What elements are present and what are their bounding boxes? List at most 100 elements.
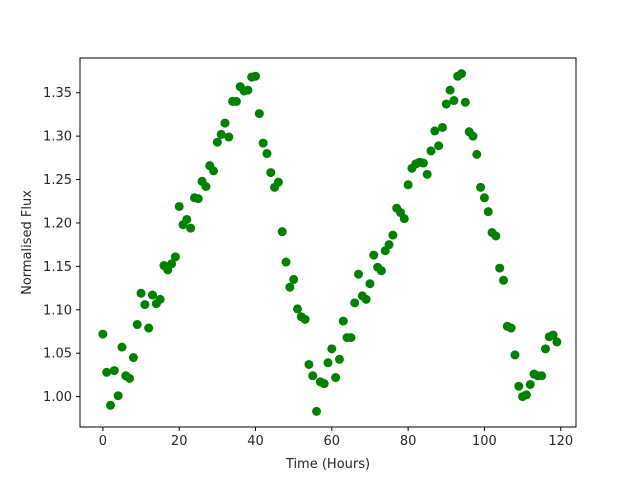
data-point xyxy=(285,282,295,292)
data-point xyxy=(552,337,562,347)
data-point xyxy=(98,329,108,339)
data-point xyxy=(308,371,318,381)
data-point xyxy=(132,320,142,330)
data-point xyxy=(147,290,157,300)
data-point xyxy=(170,252,180,262)
data-point xyxy=(399,214,409,224)
data-point xyxy=(430,126,440,136)
data-point xyxy=(182,214,192,224)
y-tick-label: 1.35 xyxy=(43,86,72,101)
y-axis-label: Normalised Flux xyxy=(20,190,35,295)
data-point xyxy=(331,373,341,383)
data-point xyxy=(186,223,196,233)
data-point xyxy=(144,323,154,333)
data-point xyxy=(220,118,230,128)
data-point xyxy=(334,354,344,364)
data-point xyxy=(304,359,314,369)
data-point xyxy=(457,69,467,79)
data-point xyxy=(346,333,356,343)
data-point xyxy=(472,149,482,159)
data-point xyxy=(521,390,531,400)
y-axis: 1.00 1.05 1.10 1.15 1.20 1.25 1.30 1.35 xyxy=(43,86,80,405)
data-point xyxy=(426,146,436,156)
data-point xyxy=(537,371,547,381)
data-point xyxy=(140,300,150,310)
data-point xyxy=(525,379,535,389)
y-tick-label: 1.30 xyxy=(43,130,72,145)
data-point xyxy=(251,71,261,81)
y-tick-label: 1.00 xyxy=(43,390,72,405)
data-point xyxy=(441,99,451,109)
data-point xyxy=(277,227,287,237)
x-tick-label: 80 xyxy=(400,434,417,449)
data-point xyxy=(224,132,234,142)
data-point xyxy=(155,294,165,304)
data-point xyxy=(445,85,455,95)
y-tick-label: 1.10 xyxy=(43,303,72,318)
data-point xyxy=(258,138,268,148)
data-point xyxy=(422,169,432,179)
data-point xyxy=(117,342,127,352)
data-point xyxy=(201,181,211,191)
data-point xyxy=(449,96,459,106)
y-tick-label: 1.25 xyxy=(43,173,72,188)
data-point xyxy=(365,279,375,289)
data-point xyxy=(514,381,524,391)
data-point xyxy=(212,137,222,147)
data-point xyxy=(499,275,509,285)
data-point xyxy=(403,180,413,190)
data-point xyxy=(327,344,337,354)
x-axis-label: Time (Hours) xyxy=(285,457,370,472)
data-point xyxy=(289,274,299,284)
x-tick-label: 40 xyxy=(247,434,264,449)
x-tick-label: 100 xyxy=(472,434,497,449)
data-point xyxy=(300,314,310,324)
x-tick-label: 0 xyxy=(99,434,107,449)
data-point xyxy=(292,304,302,314)
y-tick-label: 1.05 xyxy=(43,347,72,362)
data-point xyxy=(266,168,276,178)
x-axis: 0 20 40 60 80 100 120 xyxy=(99,427,573,449)
data-point xyxy=(193,194,203,204)
data-point xyxy=(460,97,470,107)
data-point xyxy=(109,366,119,376)
data-point xyxy=(273,177,283,187)
data-point xyxy=(113,391,123,401)
data-point xyxy=(540,344,550,354)
data-point xyxy=(128,353,138,363)
data-point xyxy=(468,131,478,141)
data-point xyxy=(167,259,177,269)
data-point xyxy=(231,96,241,106)
data-point xyxy=(491,231,501,241)
data-point xyxy=(361,294,371,304)
data-point xyxy=(312,406,322,416)
data-point xyxy=(323,358,333,368)
data-point xyxy=(136,288,146,298)
data-point xyxy=(354,269,364,279)
data-point xyxy=(102,367,112,377)
data-point xyxy=(506,323,516,333)
data-point xyxy=(548,330,558,340)
data-point xyxy=(369,250,379,260)
data-point xyxy=(476,182,486,192)
plot-area xyxy=(98,69,562,416)
data-point xyxy=(384,240,394,250)
x-tick-label: 20 xyxy=(171,434,188,449)
data-point xyxy=(338,316,348,326)
data-point xyxy=(281,257,291,267)
data-point xyxy=(243,85,253,95)
x-tick-label: 60 xyxy=(324,434,341,449)
data-point xyxy=(350,298,360,308)
data-point xyxy=(437,122,447,132)
data-point xyxy=(262,149,272,159)
data-point xyxy=(376,266,386,276)
data-point xyxy=(434,141,444,151)
data-point xyxy=(125,373,135,383)
data-point xyxy=(174,201,184,211)
data-point xyxy=(483,207,493,217)
data-point xyxy=(388,230,398,240)
y-tick-label: 1.15 xyxy=(43,260,72,275)
data-point xyxy=(254,109,264,119)
data-point xyxy=(216,129,226,139)
